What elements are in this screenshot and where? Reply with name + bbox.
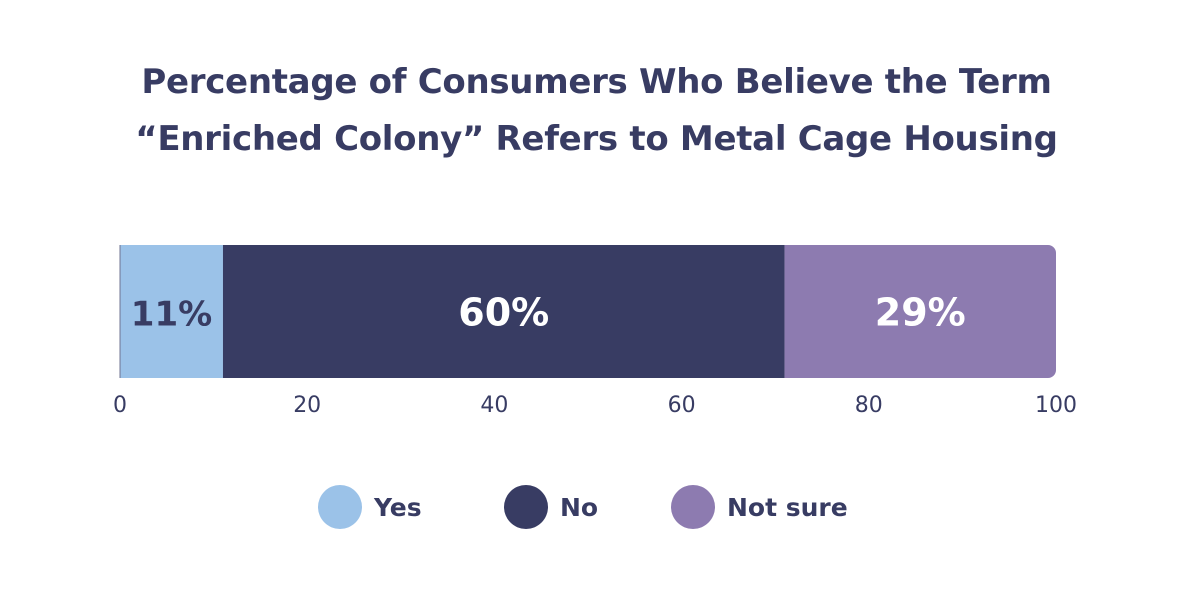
data-label-not-sure: 29% [875, 291, 966, 335]
x-tick-label-40: 40 [480, 393, 508, 418]
legend-item-no: No [504, 484, 598, 530]
legend-label-yes: Yes [374, 492, 422, 522]
x-tick-label-0: 0 [113, 393, 127, 418]
x-tick-label-60: 60 [668, 393, 696, 418]
legend-item-yes: Yes [318, 484, 422, 530]
x-tick-label-20: 20 [293, 393, 321, 418]
bar-segment-yes [120, 245, 223, 378]
chart-title-line-2: “Enriched Colony” Refers to Metal Cage H… [135, 119, 1058, 159]
legend-swatch-not-sure [671, 485, 715, 529]
legend: Yes No Not sure [0, 484, 1193, 530]
x-tick-label-100: 100 [1035, 393, 1077, 418]
bar-segment-not-sure [784, 245, 1056, 378]
bar-segment-no [222, 245, 785, 378]
legend-label-not-sure: Not sure [727, 492, 848, 522]
legend-item-not-sure: Not sure [671, 484, 848, 530]
legend-swatch-yes [318, 485, 362, 529]
x-tick-label-80: 80 [855, 393, 883, 418]
legend-label-no: No [560, 492, 599, 522]
data-label-no: 60% [458, 291, 549, 335]
chart-title-line-1: Percentage of Consumers Who Believe the … [141, 62, 1052, 102]
legend-swatch-no [504, 485, 548, 529]
data-label-yes: 11% [131, 295, 212, 335]
